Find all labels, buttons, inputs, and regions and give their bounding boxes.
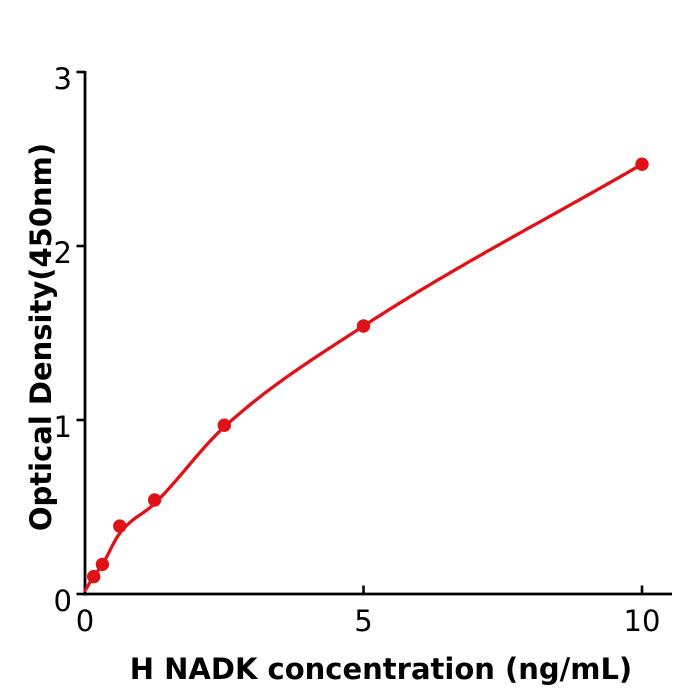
y-tick-label: 1: [54, 410, 72, 444]
y-axis-title: Optical Density(450nm): [24, 143, 58, 531]
x-axis: 0 5 10: [76, 585, 661, 638]
x-axis-title: H NADK concentration (ng/mL): [130, 652, 632, 686]
data-points: [87, 157, 649, 584]
y-tick-label: 0: [54, 584, 72, 618]
fit-curve-line: [83, 162, 644, 593]
axes-spines: [83, 71, 672, 596]
y-tick-label: 2: [54, 236, 72, 270]
x-tick-label: 10: [624, 604, 661, 638]
data-point: [87, 569, 101, 584]
y-axis: 0 1 2 3: [54, 62, 85, 618]
plot-area: 0 5 10 0 1 2 3: [54, 62, 672, 638]
data-point: [635, 157, 649, 171]
data-point: [356, 319, 371, 333]
data-point: [95, 557, 110, 572]
x-tick-label: 0: [76, 604, 94, 638]
x-tick-label: 5: [354, 604, 372, 638]
data-point: [113, 519, 127, 533]
data-point: [147, 493, 162, 507]
data-point: [217, 418, 231, 432]
y-tick-label: 3: [54, 62, 72, 96]
